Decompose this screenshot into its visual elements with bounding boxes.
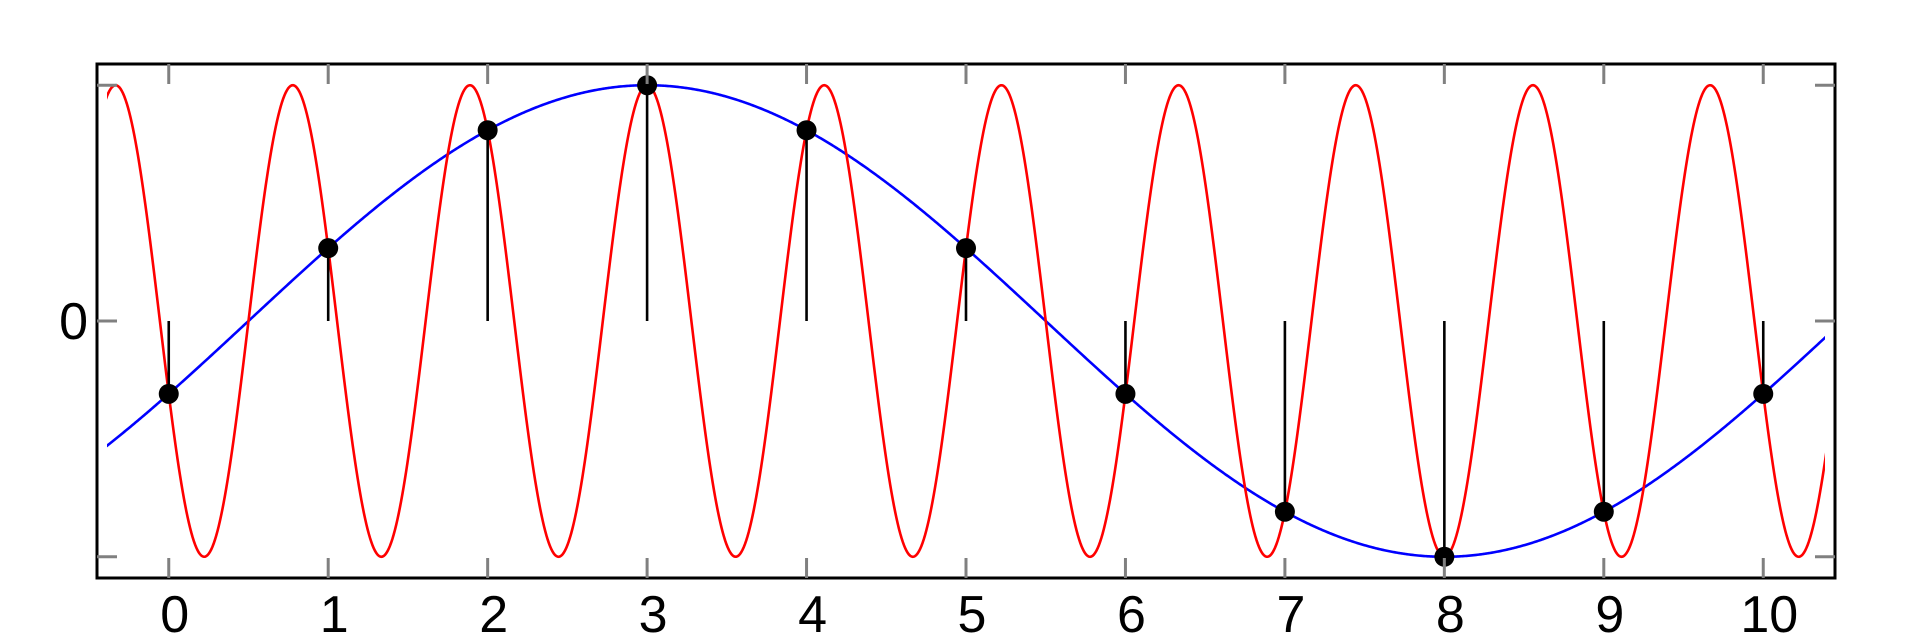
- x-tick-label-4: 4: [798, 586, 827, 640]
- x-tick-label-1: 1: [320, 586, 349, 640]
- x-tick-label-2: 2: [479, 586, 508, 640]
- stems-group: [158, 75, 1774, 567]
- sample-point-9: [1593, 501, 1614, 522]
- sample-point-10: [1753, 383, 1774, 404]
- sample-point-3: [637, 75, 658, 96]
- x-tick-label-9: 9: [1595, 586, 1624, 640]
- sample-point-4: [796, 120, 817, 141]
- x-tick-label-3: 3: [639, 586, 668, 640]
- x-tick-label-8: 8: [1436, 586, 1465, 640]
- sample-point-8: [1434, 546, 1455, 567]
- sample-point-0: [158, 383, 179, 404]
- sample-point-7: [1274, 501, 1295, 522]
- x-tick-label-6: 6: [1117, 586, 1146, 640]
- x-tick-label-0: 0: [160, 586, 189, 640]
- sample-point-5: [956, 238, 976, 259]
- x-tick-label-5: 5: [958, 586, 987, 640]
- x-tick-label-10: 10: [1740, 586, 1798, 640]
- ticks-group: [97, 64, 1835, 578]
- x-tick-label-7: 7: [1276, 586, 1305, 640]
- y-tick-label-0: 0: [59, 293, 88, 351]
- sample-point-1: [318, 238, 339, 259]
- tick-labels-group: 0 1 2 3 4 5 6 7 8 9 10 0: [59, 293, 1798, 640]
- sample-point-6: [1115, 383, 1136, 404]
- sample-point-2: [477, 120, 498, 141]
